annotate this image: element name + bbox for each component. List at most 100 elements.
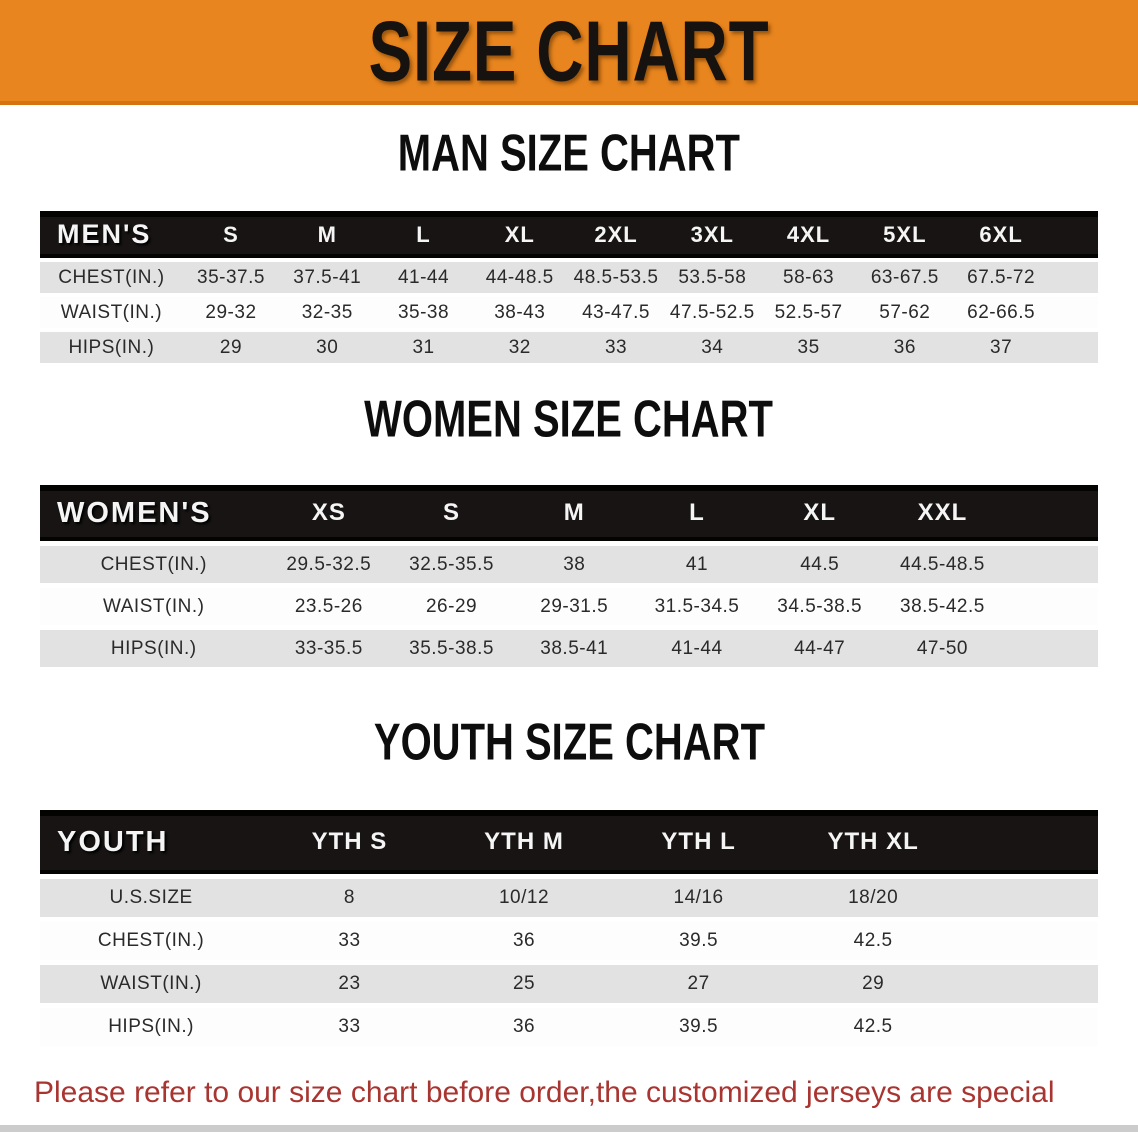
size-cell: 37 <box>952 332 1050 363</box>
size-cell: 48.5-53.5 <box>567 262 665 293</box>
size-cell: 34 <box>664 332 761 363</box>
disclaimer-line-1: Please refer to our size chart before or… <box>34 1076 1055 1132</box>
row-label: WAIST(IN.) <box>40 297 183 328</box>
size-cell: 35.5-38.5 <box>390 630 513 667</box>
spacer-cell <box>960 965 1098 1003</box>
size-cell: 33 <box>567 332 665 363</box>
youth-size-table: YOUTH YTH S YTH M YTH L YTH XL U.S.SIZE … <box>40 805 1098 1051</box>
size-cell: 39.5 <box>611 1008 786 1046</box>
women-heading-text: WOMEN SIZE CHART <box>364 389 774 449</box>
row-label: HIPS(IN.) <box>40 630 268 667</box>
header-cell: 6XL <box>952 211 1050 258</box>
youth-header-label: YOUTH <box>40 810 263 874</box>
size-cell: 43-47.5 <box>567 297 665 328</box>
header-cell: YTH M <box>436 810 612 874</box>
spacer-cell <box>1049 297 1098 328</box>
size-cell: 47.5-52.5 <box>664 297 761 328</box>
size-cell: 36 <box>436 1008 612 1046</box>
header-cell: YTH XL <box>785 810 961 874</box>
size-cell: 32-35 <box>279 297 376 328</box>
size-cell: 38.5-42.5 <box>881 588 1004 625</box>
youth-heading-text: YOUTH SIZE CHART <box>373 712 765 772</box>
table-row: U.S.SIZE 8 10/12 14/16 18/20 <box>40 879 1098 917</box>
size-cell: 18/20 <box>785 879 961 917</box>
size-cell: 27 <box>611 965 786 1003</box>
header-spacer-cell <box>960 810 1098 874</box>
header-cell: L <box>635 485 759 541</box>
row-label: CHEST(IN.) <box>40 262 183 293</box>
size-cell: 35-38 <box>375 297 472 328</box>
row-label: WAIST(IN.) <box>40 588 268 625</box>
women-header-row: WOMEN'S XS S M L XL XXL <box>40 485 1098 541</box>
size-cell: 29-32 <box>182 297 280 328</box>
row-label: U.S.SIZE <box>40 879 263 917</box>
size-cell: 31.5-34.5 <box>635 588 759 625</box>
size-cell: 35-37.5 <box>182 262 280 293</box>
size-cell: 62-66.5 <box>952 297 1050 328</box>
table-row: HIPS(IN.) 29 30 31 32 33 34 35 36 37 <box>40 332 1098 363</box>
size-cell: 26-29 <box>390 588 513 625</box>
size-cell: 36 <box>436 922 612 960</box>
women-header-label: WOMEN'S <box>40 485 268 541</box>
size-cell: 23.5-26 <box>267 588 391 625</box>
banner: SIZE CHART <box>0 0 1138 105</box>
youth-section-heading: YOUTH SIZE CHART <box>0 712 1138 781</box>
size-cell: 63-67.5 <box>856 262 953 293</box>
size-cell: 42.5 <box>785 1008 961 1046</box>
size-cell: 41-44 <box>375 262 472 293</box>
size-cell: 25 <box>436 965 612 1003</box>
size-cell: 38-43 <box>471 297 568 328</box>
size-cell: 14/16 <box>611 879 786 917</box>
header-cell: XL <box>471 211 568 258</box>
size-cell: 38 <box>512 546 636 583</box>
size-cell: 33 <box>262 1008 437 1046</box>
spacer-cell <box>1049 332 1098 363</box>
row-label: CHEST(IN.) <box>40 922 263 960</box>
header-cell: S <box>390 485 513 541</box>
size-cell: 34.5-38.5 <box>758 588 882 625</box>
header-spacer-cell <box>1049 211 1098 258</box>
header-cell: S <box>182 211 280 258</box>
header-cell: M <box>512 485 636 541</box>
size-cell: 67.5-72 <box>952 262 1050 293</box>
table-row: CHEST(IN.) 35-37.5 37.5-41 41-44 44-48.5… <box>40 262 1098 293</box>
size-cell: 30 <box>279 332 376 363</box>
size-cell: 41-44 <box>635 630 759 667</box>
size-cell: 29.5-32.5 <box>267 546 391 583</box>
spacer-cell <box>960 879 1098 917</box>
spacer-cell <box>960 1008 1098 1046</box>
bottom-strip <box>0 1125 1138 1132</box>
size-cell: 29 <box>785 965 961 1003</box>
size-cell: 41 <box>635 546 759 583</box>
men-header-row: MEN'S S M L XL 2XL 3XL 4XL 5XL 6XL <box>40 211 1098 258</box>
header-cell: 5XL <box>856 211 953 258</box>
header-cell: XL <box>758 485 882 541</box>
banner-title: SIZE CHART <box>368 2 770 99</box>
header-cell: M <box>279 211 376 258</box>
size-cell: 32 <box>471 332 568 363</box>
header-cell: 3XL <box>664 211 761 258</box>
spacer-cell <box>1003 630 1098 667</box>
table-row: HIPS(IN.) 33-35.5 35.5-38.5 38.5-41 41-4… <box>40 630 1098 667</box>
header-cell: L <box>375 211 472 258</box>
header-cell: XS <box>267 485 391 541</box>
row-label: HIPS(IN.) <box>40 332 183 363</box>
men-heading-text: MAN SIZE CHART <box>397 123 741 183</box>
size-cell: 47-50 <box>881 630 1004 667</box>
header-cell: YTH L <box>611 810 786 874</box>
size-cell: 57-62 <box>856 297 953 328</box>
table-row: CHEST(IN.) 33 36 39.5 42.5 <box>40 922 1098 960</box>
size-cell: 53.5-58 <box>664 262 761 293</box>
spacer-cell <box>1003 546 1098 583</box>
size-cell: 32.5-35.5 <box>390 546 513 583</box>
size-cell: 33 <box>262 922 437 960</box>
size-cell: 29 <box>182 332 280 363</box>
table-row: WAIST(IN.) 23 25 27 29 <box>40 965 1098 1003</box>
size-cell: 23 <box>262 965 437 1003</box>
size-cell: 44-48.5 <box>471 262 568 293</box>
size-cell: 33-35.5 <box>267 630 391 667</box>
row-label: WAIST(IN.) <box>40 965 263 1003</box>
size-cell: 8 <box>262 879 437 917</box>
size-cell: 39.5 <box>611 922 786 960</box>
